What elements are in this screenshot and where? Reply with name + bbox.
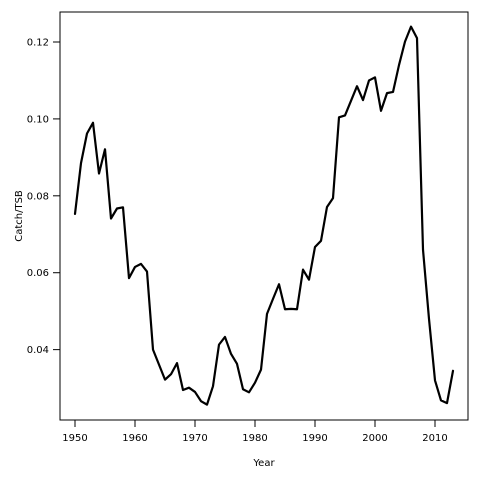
- x-tick-label: 1990: [302, 433, 327, 444]
- y-axis-title: Catch/TSB: [14, 190, 25, 242]
- catch-tsb-line: [73, 25, 455, 406]
- x-axis-title: Year: [252, 458, 275, 469]
- y-tick-label: 0.12: [27, 37, 49, 48]
- x-tick-label: 2010: [422, 433, 447, 444]
- y-axis: 0.04 0.06 0.08 0.10 0.12: [27, 37, 60, 356]
- x-tick-label: 1970: [182, 433, 207, 444]
- y-tick-label: 0.10: [27, 114, 49, 125]
- x-tick-label: 1980: [242, 433, 267, 444]
- x-tick-label: 1950: [62, 433, 87, 444]
- y-tick-label: 0.08: [27, 191, 49, 202]
- x-axis: 1950 1960 1970 1980 1990 2000 2010: [62, 420, 448, 444]
- x-tick-label: 2000: [362, 433, 387, 444]
- x-tick-label: 1960: [122, 433, 147, 444]
- y-tick-label: 0.06: [27, 268, 49, 279]
- plot-frame: [59, 11, 469, 421]
- y-tick-label: 0.04: [27, 345, 49, 356]
